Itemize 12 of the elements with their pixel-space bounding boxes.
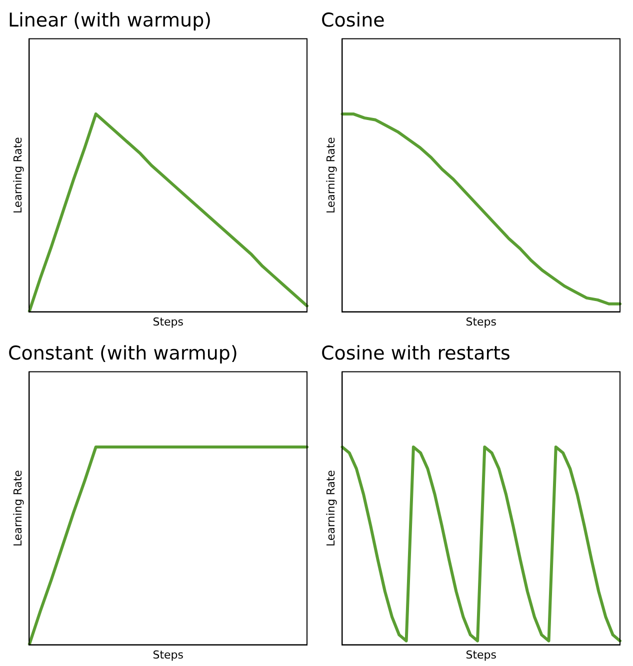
x-axis-title: Steps (152, 315, 184, 328)
y-axis-title: Learning Rate (11, 136, 24, 214)
chart-title: Cosine (321, 9, 385, 32)
y-axis-title: Learning Rate (324, 136, 338, 214)
y-axis-title: Learning Rate (11, 470, 24, 547)
chart-title: Cosine with restarts (321, 342, 510, 364)
x-axis-title: Steps (466, 315, 497, 328)
chart-title: Constant (with warmup) (8, 342, 238, 364)
x-axis-title: Steps (152, 648, 184, 662)
x-axis-title: Steps (466, 648, 497, 662)
chart-title: Linear (with warmup) (8, 9, 212, 32)
y-axis-title: Learning Rate (324, 470, 338, 547)
